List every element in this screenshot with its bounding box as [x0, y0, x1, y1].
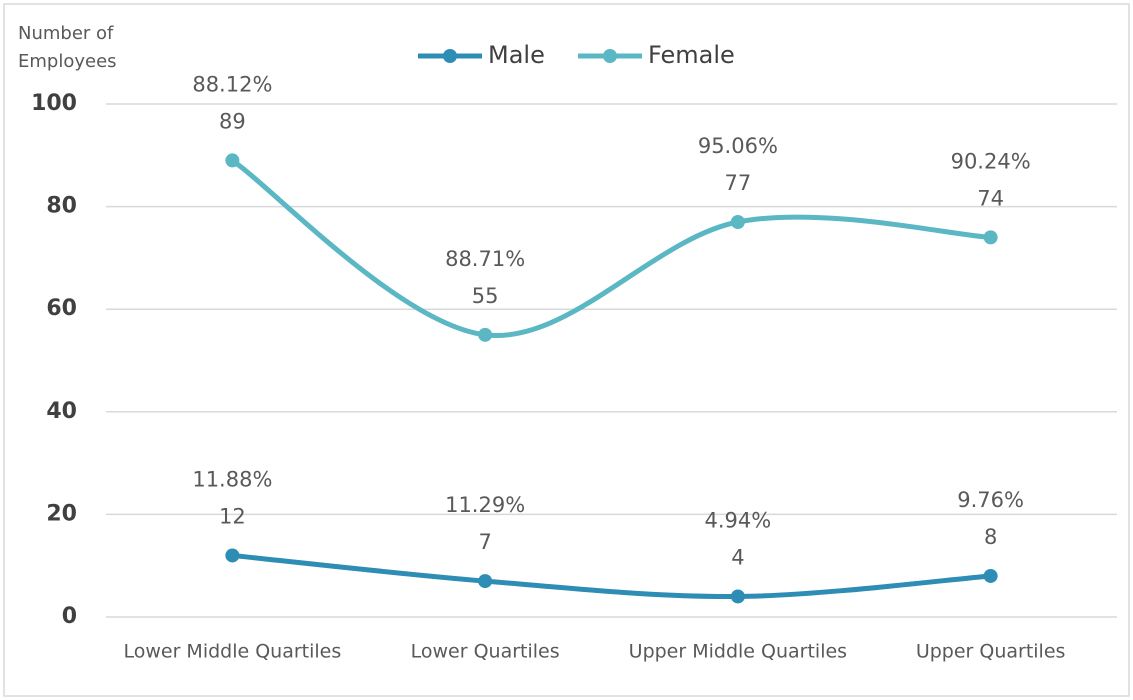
data-label: 55: [472, 284, 499, 308]
data-marker: [478, 327, 493, 342]
percent-label: 88.12%: [192, 72, 272, 96]
x-tick-label: Upper Quartiles: [916, 641, 1066, 663]
x-tick-label: Upper Middle Quartiles: [629, 641, 847, 663]
percent-label: 90.24%: [951, 149, 1031, 173]
data-label: 12: [219, 504, 246, 528]
data-label: 74: [977, 186, 1004, 210]
data-marker: [478, 574, 493, 589]
percent-label: 95.06%: [698, 134, 778, 158]
percent-label: 4.94%: [705, 508, 772, 532]
y-tick-label: 0: [62, 604, 77, 629]
data-label: 4: [731, 545, 744, 569]
percent-label: 9.76%: [957, 488, 1024, 512]
percent-label: 88.71%: [445, 247, 525, 271]
data-marker: [225, 548, 240, 563]
y-tick-label: 80: [46, 194, 77, 219]
series-line: [230, 158, 991, 339]
data-label: 7: [478, 530, 491, 554]
legend-label: Female: [648, 41, 735, 69]
data-marker: [730, 214, 745, 229]
chart-frame: [3, 3, 1130, 697]
data-label: 8: [984, 525, 997, 549]
y-tick-label: 20: [46, 501, 77, 526]
x-tick-label: Lower Quartiles: [411, 641, 560, 663]
y-axis-label: Number of Employees: [18, 23, 117, 72]
data-label: 77: [725, 171, 752, 195]
data-label: 89: [219, 109, 246, 133]
legend-marker: [603, 49, 617, 63]
data-marker: [225, 153, 240, 168]
series-line: [232, 552, 991, 600]
x-tick-label: Lower Middle Quartiles: [123, 641, 341, 663]
legend-marker: [443, 49, 457, 63]
percent-label: 11.88%: [192, 467, 272, 491]
percent-label: 11.29%: [445, 493, 525, 517]
y-tick-label: 40: [46, 399, 77, 424]
y-tick-label: 100: [31, 91, 77, 116]
data-marker: [983, 568, 998, 583]
legend-label: Male: [488, 41, 545, 69]
data-marker: [983, 230, 998, 245]
y-tick-label: 60: [46, 296, 77, 321]
data-marker: [730, 589, 745, 604]
